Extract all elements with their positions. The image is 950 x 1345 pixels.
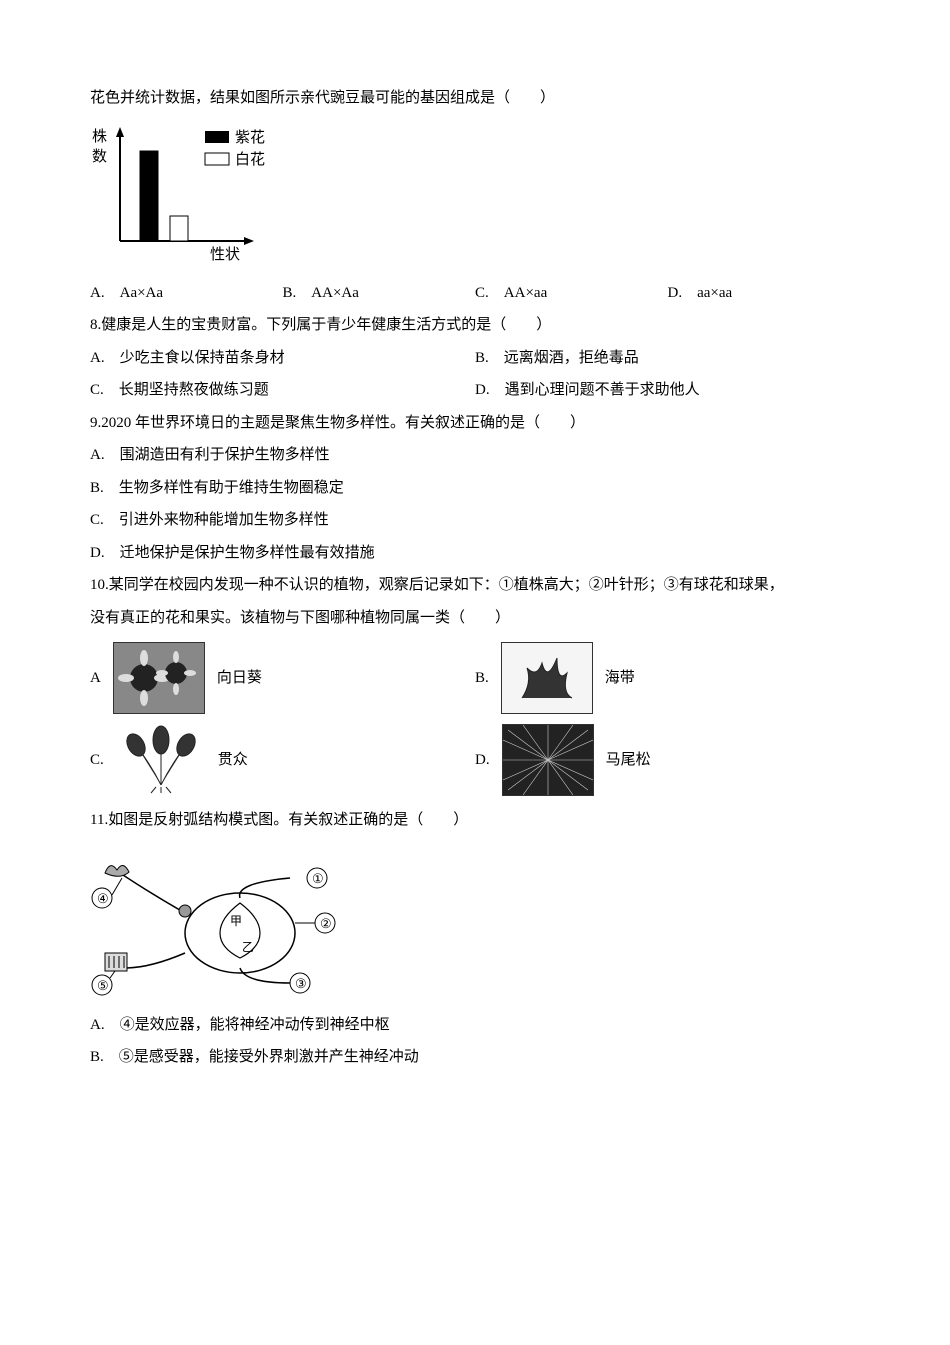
opt-prefix: C. bbox=[90, 512, 104, 528]
svg-text:数: 数 bbox=[92, 148, 107, 165]
exam-page: 花色并统计数据，结果如图所示亲代豌豆最可能的基因组成是（ ） 株 数 性状 紫花… bbox=[0, 0, 950, 1345]
q8-stem: 8.健康是人生的宝贵财富。下列属于青少年健康生活方式的是（ ） bbox=[90, 311, 860, 340]
q10-stem-line1: 10.某同学在校园内发现一种不认识的植物，观察后记录如下：①植株高大；②叶针形；… bbox=[90, 571, 860, 600]
q7-bar-chart: 株 数 性状 紫花 白花 bbox=[90, 121, 290, 271]
fern-image bbox=[116, 725, 206, 795]
pine-image bbox=[502, 724, 594, 796]
q10-option-a: A 向日葵 bbox=[90, 642, 475, 714]
q11-stem: 11.如图是反射弧结构模式图。有关叙述正确的是（ ） bbox=[90, 806, 860, 835]
q8-option-d: D. 遇到心理问题不善于求助他人 bbox=[475, 376, 860, 405]
sunflower-image bbox=[113, 642, 205, 714]
opt-prefix: A. bbox=[90, 447, 105, 463]
q9-option-b: B. 生物多样性有助于维持生物圈稳定 bbox=[90, 474, 860, 503]
opt-text: AA×Aa bbox=[311, 285, 359, 301]
opt-text: ⑤是感受器，能接受外界刺激并产生神经冲动 bbox=[119, 1049, 419, 1065]
svg-text:④: ④ bbox=[97, 891, 109, 906]
opt-label: 贯众 bbox=[218, 746, 248, 775]
svg-text:⑤: ⑤ bbox=[97, 978, 109, 993]
opt-prefix: B. bbox=[90, 480, 104, 496]
svg-text:性状: 性状 bbox=[210, 246, 240, 263]
opt-text: Aa×Aa bbox=[120, 285, 163, 301]
opt-prefix: A. bbox=[90, 350, 105, 366]
opt-prefix: B. bbox=[475, 350, 489, 366]
q10-image-row1: A 向日葵 B. 海带 bbox=[90, 642, 860, 714]
opt-prefix: B. bbox=[283, 285, 297, 301]
opt-label: 向日葵 bbox=[217, 664, 262, 693]
svg-text:紫花: 紫花 bbox=[235, 129, 265, 146]
q8-options-row1: A. 少吃主食以保持苗条身材 B. 远离烟酒，拒绝毒品 bbox=[90, 344, 860, 373]
opt-letter: A bbox=[90, 664, 101, 693]
q7-option-c: C. AA×aa bbox=[475, 279, 668, 308]
opt-text: 远离烟酒，拒绝毒品 bbox=[504, 350, 639, 366]
q8-option-a: A. 少吃主食以保持苗条身材 bbox=[90, 344, 475, 373]
opt-text: 少吃主食以保持苗条身材 bbox=[120, 350, 285, 366]
svg-text:②: ② bbox=[320, 916, 332, 931]
opt-prefix: B. bbox=[475, 664, 489, 693]
opt-prefix: D. bbox=[475, 746, 490, 775]
svg-text:③: ③ bbox=[295, 976, 307, 991]
opt-text: 围湖造田有利于保护生物多样性 bbox=[120, 447, 330, 463]
q7-stem-continuation: 花色并统计数据，结果如图所示亲代豌豆最可能的基因组成是（ ） bbox=[90, 84, 860, 113]
opt-prefix: D. bbox=[475, 382, 490, 398]
opt-text: 引进外来物种能增加生物多样性 bbox=[119, 512, 329, 528]
q9-option-c: C. 引进外来物种能增加生物多样性 bbox=[90, 506, 860, 535]
opt-text: ④是效应器，能将神经冲动传到神经中枢 bbox=[120, 1017, 390, 1033]
q10-option-d: D. 马尾松 bbox=[475, 724, 860, 796]
opt-prefix: B. bbox=[90, 1049, 104, 1065]
opt-text: aa×aa bbox=[697, 285, 732, 301]
q10-image-row2: C. 贯众 D. bbox=[90, 724, 860, 796]
q7-option-b: B. AA×Aa bbox=[283, 279, 476, 308]
svg-text:株: 株 bbox=[92, 128, 107, 145]
q9-option-a: A. 围湖造田有利于保护生物多样性 bbox=[90, 441, 860, 470]
opt-text: 迁地保护是保护生物多样性最有效措施 bbox=[120, 545, 375, 561]
kelp-image bbox=[501, 642, 593, 714]
q10-option-c: C. 贯众 bbox=[90, 725, 475, 795]
svg-text:①: ① bbox=[312, 871, 324, 886]
opt-prefix: A. bbox=[90, 285, 105, 301]
q10-stem-line2: 没有真正的花和果实。该植物与下图哪种植物同属一类（ ） bbox=[90, 604, 860, 633]
q10-option-b: B. 海带 bbox=[475, 642, 860, 714]
q8-option-b: B. 远离烟酒，拒绝毒品 bbox=[475, 344, 860, 373]
opt-prefix: D. bbox=[90, 545, 105, 561]
q7-option-a: A. Aa×Aa bbox=[90, 279, 283, 308]
svg-text:甲: 甲 bbox=[230, 914, 242, 928]
opt-label: 海带 bbox=[605, 664, 635, 693]
q9-option-d: D. 迁地保护是保护生物多样性最有效措施 bbox=[90, 539, 860, 568]
opt-text: 生物多样性有助于维持生物圈稳定 bbox=[119, 480, 344, 496]
q9-stem: 9.2020 年世界环境日的主题是聚焦生物多样性。有关叙述正确的是（ ） bbox=[90, 409, 860, 438]
opt-text: 长期坚持熬夜做练习题 bbox=[119, 382, 269, 398]
q11-option-b: B. ⑤是感受器，能接受外界刺激并产生神经冲动 bbox=[90, 1043, 860, 1072]
opt-prefix: A. bbox=[90, 1017, 105, 1033]
opt-prefix: D. bbox=[668, 285, 683, 301]
svg-text:乙: 乙 bbox=[242, 940, 254, 954]
opt-prefix: C. bbox=[90, 746, 104, 775]
q8-option-c: C. 长期坚持熬夜做练习题 bbox=[90, 376, 475, 405]
q8-options-row2: C. 长期坚持熬夜做练习题 D. 遇到心理问题不善于求助他人 bbox=[90, 376, 860, 405]
opt-text: 遇到心理问题不善于求助他人 bbox=[505, 382, 700, 398]
q7-option-d: D. aa×aa bbox=[668, 279, 861, 308]
opt-text: AA×aa bbox=[504, 285, 547, 301]
q11-option-a: A. ④是效应器，能将神经冲动传到神经中枢 bbox=[90, 1011, 860, 1040]
opt-prefix: C. bbox=[90, 382, 104, 398]
opt-label: 马尾松 bbox=[606, 746, 651, 775]
svg-text:白花: 白花 bbox=[235, 151, 265, 168]
q7-options: A. Aa×Aa B. AA×Aa C. AA×aa D. aa×aa bbox=[90, 279, 860, 308]
reflex-arc-diagram: 甲 乙 ① ② ③ ④ bbox=[90, 843, 340, 1003]
opt-prefix: C. bbox=[475, 285, 489, 301]
